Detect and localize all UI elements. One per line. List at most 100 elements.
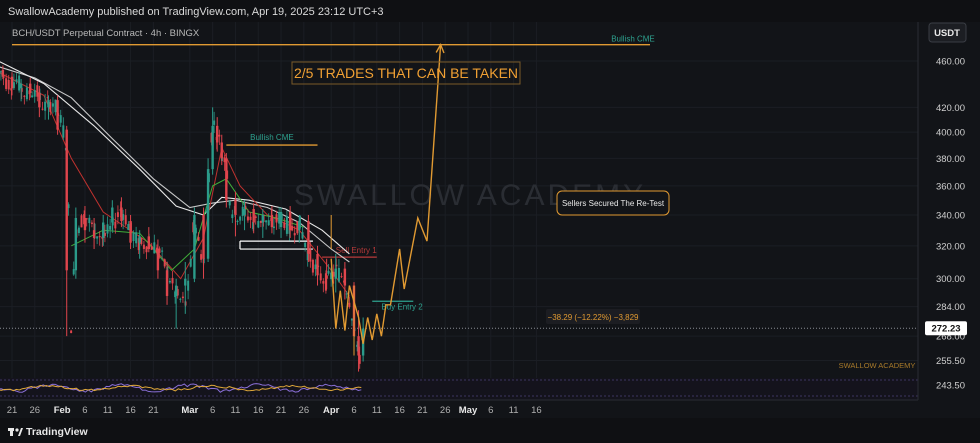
candle-body [147,236,150,250]
candle-body [252,221,255,230]
bullish-cme-mid-label: Bullish CME [250,133,294,142]
x-tick-label: Apr [323,405,340,416]
candle-body [12,82,15,89]
candle-body [216,125,219,143]
candle-body [319,273,322,281]
candle-body [330,272,333,280]
x-tick-label: 6 [210,405,215,416]
candle-body [65,129,68,271]
y-tick-label: 340.00 [936,210,965,221]
candle-body [88,217,91,224]
candle-body [142,244,145,249]
candle-body [223,157,226,163]
candle-body [98,236,101,238]
candle-body [304,242,307,247]
x-tick-label: 6 [82,405,87,416]
candle-body [343,268,347,286]
candle-body [193,214,196,279]
candle-body [38,92,41,108]
candle-body [239,216,242,221]
candle-body [54,99,57,113]
footer-bar [0,418,980,443]
candle-body [296,221,299,234]
publisher-line: SwallowAcademy published on TradingView.… [8,6,384,18]
candle-body [25,87,28,100]
candle-body [114,221,117,229]
candle-body [156,249,160,271]
y-axis-ticks: 460.00 420.00 400.00 380.00 360.00 340.00 320.… [925,57,967,392]
candle-body [59,115,62,123]
footer-brand: TradingView [26,426,88,438]
x-tick-label: 21 [148,405,159,416]
candle-body [36,85,39,97]
candle-body [174,285,178,296]
candle-body [62,125,65,138]
y-tick-label: 320.00 [936,241,965,252]
candle-body [340,276,343,278]
candle-body [168,280,171,283]
candle-body [283,222,286,228]
candle-body [67,204,70,209]
candle-body [348,302,351,308]
candle-body [85,218,88,220]
osc-line-signal [0,384,362,392]
candle-body [202,214,205,259]
top-bar [0,0,980,22]
candle-body [10,76,14,89]
candle-body [213,120,216,125]
candle-body [129,220,132,243]
candle-body [122,214,125,220]
candle-body [116,212,119,217]
y-tick-label: 360.00 [936,181,965,192]
current-price-label: 272.23 [931,324,960,335]
candle-body [316,253,319,276]
candle-body [205,210,208,213]
candle-body [74,217,78,271]
candle-body [249,216,252,221]
candle-body [194,227,197,234]
candle-body [322,281,325,284]
y-tick-label: 255.50 [936,356,965,367]
candle-body [44,101,47,111]
candle-body [90,222,93,224]
candle-body [29,83,32,93]
x-tick-label: 11 [103,405,113,416]
candle-body [241,206,244,217]
candle-body [106,224,109,234]
candle-body [7,80,10,90]
candle-body [325,275,328,279]
projection-path [330,44,442,344]
chart-title: 2/5 TRADES THAT CAN BE TAKEN [294,65,518,81]
ema-white-fast [0,66,350,263]
candle-body [327,270,330,274]
candle-body [109,225,112,230]
candle-body [41,108,44,110]
candle-body [77,227,80,234]
candle-body [306,250,309,261]
currency-button[interactable] [928,22,967,43]
candle-body [51,103,54,107]
oscillator-pane [0,378,918,400]
candle-body [189,259,192,267]
candle-body [197,237,200,241]
candle-body [80,215,83,228]
candle-body [293,233,296,236]
currency-button-label[interactable]: USDT [934,28,960,39]
candle-body [334,268,337,279]
candle-body [314,264,317,270]
candle-body [200,254,203,260]
candle-body [103,232,106,236]
x-tick-label: 26 [299,405,310,416]
x-axis-ticks: 21 26 Feb 6 11 16 21 Mar 6 11 16 21 26 Apr 6 11 16 21 26 Ma… [7,405,542,416]
symbol-line: BCH/USDT Perpetual Contract · 4h · BINGX [12,28,200,39]
candle-body [206,169,210,259]
osc-line-primary [0,383,362,393]
x-tick-label: 6 [351,405,356,416]
candle-body [153,242,156,254]
candle-body [252,209,255,223]
candle-body [270,214,274,228]
candle-body [225,158,228,201]
candle-body [176,289,179,296]
candle-body [272,226,275,229]
